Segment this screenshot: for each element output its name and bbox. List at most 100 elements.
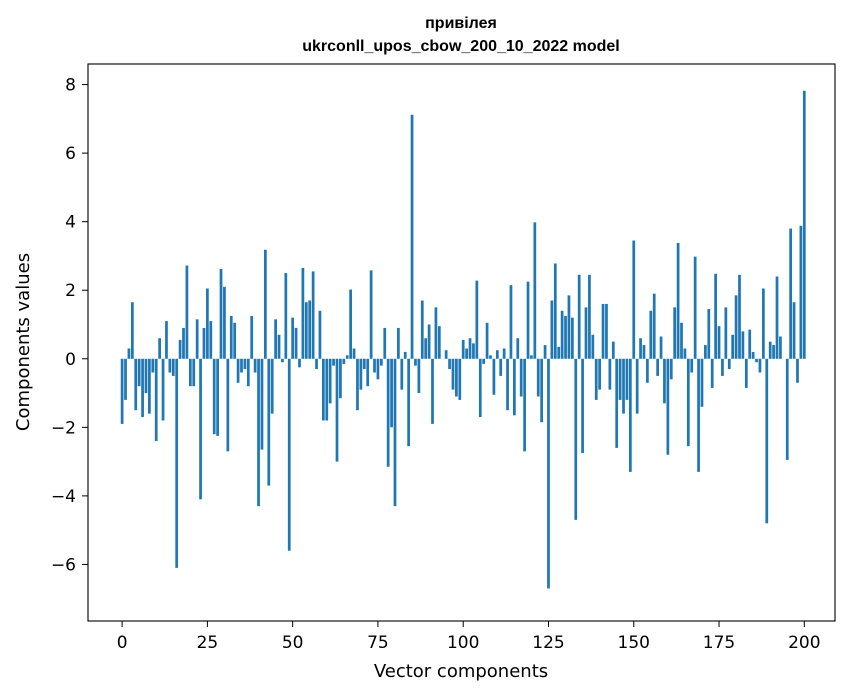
y-tick-label: −2	[51, 418, 76, 438]
bar	[666, 358, 670, 455]
bar	[485, 322, 489, 359]
bar	[188, 358, 192, 387]
bar	[652, 293, 656, 359]
bar	[591, 334, 595, 359]
bar	[223, 286, 226, 359]
bar	[669, 358, 673, 380]
bar	[700, 358, 704, 407]
bar	[502, 348, 506, 359]
bars-group	[120, 90, 806, 589]
bar	[775, 276, 779, 359]
y-tick-label: −6	[51, 555, 76, 575]
bar	[267, 358, 271, 486]
bar	[588, 274, 591, 359]
bar	[424, 338, 428, 359]
x-tick-label: 50	[282, 633, 304, 653]
bar	[209, 321, 213, 359]
bar	[274, 319, 277, 359]
bar	[130, 302, 134, 359]
bar	[236, 358, 240, 383]
bar	[625, 358, 629, 400]
bar	[731, 334, 735, 359]
bar	[734, 295, 738, 359]
bar	[403, 351, 407, 359]
bar	[199, 358, 202, 500]
bar	[635, 358, 639, 414]
y-tick-label: −4	[51, 487, 76, 507]
bar	[339, 358, 342, 399]
bar	[233, 322, 237, 359]
bar	[656, 358, 659, 376]
bar	[410, 114, 414, 359]
bar	[519, 358, 523, 397]
bar	[536, 358, 540, 397]
bar	[744, 358, 748, 388]
bar	[342, 358, 346, 364]
y-tick-label: 8	[65, 76, 76, 96]
bar	[257, 358, 260, 507]
bar	[165, 321, 168, 359]
bar	[717, 326, 721, 359]
bar	[379, 358, 383, 366]
bar	[168, 358, 172, 373]
bar	[577, 274, 581, 359]
bar	[686, 358, 690, 447]
bar	[373, 358, 376, 373]
bar	[240, 358, 243, 373]
bar	[564, 315, 567, 359]
bar	[714, 273, 717, 359]
bar	[243, 358, 247, 370]
bar	[451, 358, 455, 390]
bar	[434, 307, 438, 359]
bar	[253, 358, 257, 373]
bar	[632, 240, 636, 359]
bar	[417, 358, 421, 394]
bar	[335, 358, 339, 462]
bar	[676, 242, 680, 359]
bar	[567, 295, 571, 359]
bar	[154, 358, 158, 442]
bar	[294, 327, 298, 359]
bar	[437, 326, 441, 359]
bar	[570, 317, 574, 359]
bar	[281, 358, 284, 363]
bar	[472, 343, 475, 359]
bar	[260, 358, 264, 450]
bar	[158, 338, 161, 359]
x-tick-label: 75	[367, 633, 389, 653]
y-tick-label: 4	[65, 213, 76, 233]
bar	[345, 355, 349, 359]
bar	[523, 358, 526, 452]
bar	[584, 307, 588, 359]
x-tick-label: 0	[117, 633, 128, 653]
x-tick-label: 125	[532, 633, 564, 653]
bar	[390, 358, 393, 428]
bar	[513, 358, 516, 416]
bar	[772, 345, 775, 359]
bar	[601, 303, 605, 359]
bar	[141, 358, 144, 418]
bar	[202, 327, 206, 359]
bar	[748, 329, 752, 359]
bar	[359, 358, 363, 390]
bar	[321, 358, 325, 421]
bar	[171, 358, 175, 376]
bar	[499, 358, 503, 376]
bar	[605, 303, 608, 359]
bar	[369, 270, 373, 359]
y-axis-label: Components values	[13, 253, 34, 431]
bar	[448, 358, 451, 370]
bar	[349, 289, 353, 359]
bar	[680, 322, 683, 359]
bar	[697, 358, 700, 472]
bar	[489, 355, 492, 359]
bar	[768, 341, 772, 359]
bar	[291, 317, 295, 359]
bar	[178, 339, 182, 359]
bar	[618, 358, 622, 400]
bar	[574, 358, 578, 520]
bar	[741, 331, 745, 359]
bar	[458, 358, 462, 400]
bar	[137, 358, 141, 387]
bar	[366, 358, 370, 387]
